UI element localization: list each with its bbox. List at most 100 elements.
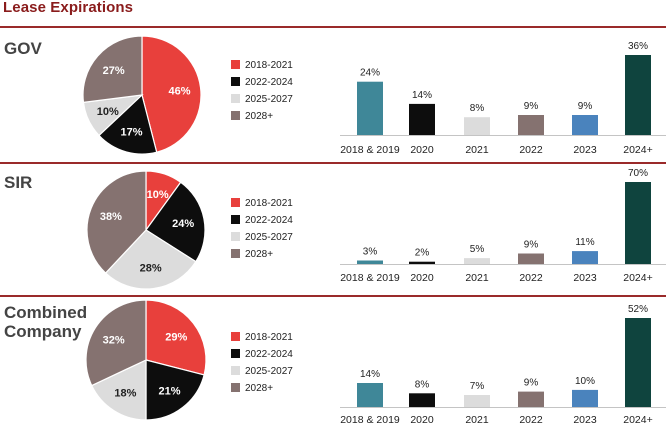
- sir-pie-slice-2: [104, 229, 197, 290]
- sir-category-label-4: 2023: [573, 272, 597, 284]
- combined-pie-slice-3: [85, 299, 147, 387]
- sir-bar-value-2: 5%: [470, 244, 485, 255]
- gov-legend-swatch-2: [231, 94, 240, 103]
- combined-legend-label-2: 2025-2027: [245, 366, 293, 377]
- gov-pie-slice-1: [98, 93, 158, 155]
- combined-category-label-0: 2018 & 2019: [340, 414, 400, 426]
- gov-bar-5: [625, 55, 651, 135]
- sir-bar-value-0: 3%: [363, 247, 378, 258]
- gov-bar-value-5: 36%: [628, 41, 648, 52]
- gov-legend-label-0: 2018-2021: [245, 60, 293, 71]
- section-divider: [0, 295, 666, 297]
- section-label-sir: SIR: [4, 173, 33, 192]
- combined-category-label-1: 2020: [410, 414, 434, 426]
- gov-category-label-4: 2023: [573, 144, 597, 156]
- sir-category-label-1: 2020: [410, 272, 434, 284]
- gov-category-label-0: 2018 & 2019: [340, 144, 400, 156]
- gov-pie-label-3: 27%: [103, 65, 125, 77]
- gov-bar-value-1: 14%: [412, 90, 432, 101]
- sir-category-label-0: 2018 & 2019: [340, 272, 400, 284]
- combined-category-label-2: 2021: [465, 414, 489, 426]
- section-divider: [0, 162, 666, 164]
- combined-bar-4: [572, 389, 598, 407]
- sir-pie-slice-1: [145, 181, 206, 263]
- sir-category-label-2: 2021: [465, 272, 489, 284]
- sir-legend-label-0: 2018-2021: [245, 198, 293, 209]
- gov-bar-value-0: 24%: [360, 68, 380, 79]
- sir-bar-2: [464, 258, 490, 264]
- sir-legend-label-2: 2025-2027: [245, 232, 293, 243]
- combined-legend-swatch-3: [231, 383, 240, 392]
- combined-pie-label-3: 32%: [103, 334, 125, 346]
- combined-bar-value-1: 8%: [415, 379, 430, 390]
- combined-bar-value-0: 14%: [360, 369, 380, 380]
- gov-chart-area: 46% 17%10% 27% 2018-2021 2022-2024 2025-2027 2…: [82, 35, 666, 156]
- sir-legend-swatch-3: [231, 249, 240, 258]
- gov-pie-label-1: 17%: [120, 126, 142, 138]
- combined-legend-swatch-0: [231, 332, 240, 341]
- combined-legend-label-0: 2018-2021: [245, 332, 293, 343]
- page-title: Lease Expirations: [3, 0, 134, 16]
- combined-legend-label-3: 2028+: [245, 383, 273, 394]
- gov-legend-swatch-1: [231, 77, 240, 86]
- sir-category-label-5: 2024+: [623, 272, 653, 284]
- combined-legend-swatch-1: [231, 349, 240, 358]
- combined-legend-label-1: 2022-2024: [245, 349, 293, 360]
- gov-pie-label-0: 46%: [168, 85, 190, 97]
- sir-legend-label-1: 2022-2024: [245, 215, 293, 226]
- gov-bar-0: [357, 81, 383, 135]
- combined-category-label-3: 2022: [519, 414, 543, 426]
- combined-bar-0: [357, 383, 383, 407]
- sir-bar-value-1: 2%: [415, 248, 430, 259]
- combined-pie-slice-2: [90, 359, 147, 421]
- sir-bar-5: [625, 182, 651, 264]
- combined-legend-swatch-2: [231, 366, 240, 375]
- gov-legend-swatch-3: [231, 111, 240, 120]
- combined-bar-2: [464, 395, 490, 407]
- gov-bar-4: [572, 115, 598, 135]
- combined-bar-value-3: 9%: [524, 378, 539, 389]
- sir-bar-0: [357, 260, 383, 264]
- sir-legend-swatch-2: [231, 232, 240, 241]
- gov-bar-value-4: 9%: [578, 101, 593, 112]
- sir-bar-4: [572, 251, 598, 264]
- combined-category-label-4: 2023: [573, 414, 597, 426]
- gov-bar-2: [464, 117, 490, 135]
- sir-pie-label-3: 38%: [100, 211, 122, 223]
- gov-legend-label-2: 2025-2027: [245, 94, 293, 105]
- combined-bar-value-2: 7%: [470, 381, 485, 392]
- combined-pie-label-2: 18%: [114, 387, 136, 399]
- sir-pie-label-0: 10%: [147, 189, 169, 201]
- sir-legend-swatch-1: [231, 215, 240, 224]
- gov-pie-label-2: 10%: [97, 106, 119, 118]
- combined-chart-area: 29% 21% 18% 32% 2018-2021 2022-2024 2025-2027 2…: [85, 299, 666, 426]
- sir-category-label-3: 2022: [519, 272, 543, 284]
- combined-pie-slice-1: [145, 359, 205, 421]
- gov-bar-value-3: 9%: [524, 101, 539, 112]
- gov-category-label-5: 2024+: [623, 144, 653, 156]
- sir-pie-label-2: 28%: [140, 263, 162, 275]
- combined-bar-value-4: 10%: [575, 376, 595, 387]
- gov-legend-swatch-0: [231, 60, 240, 69]
- sir-legend-label-3: 2028+: [245, 249, 273, 260]
- sir-bar-value-5: 70%: [628, 168, 648, 179]
- gov-bar-1: [409, 103, 435, 135]
- combined-bar-1: [409, 393, 435, 407]
- combined-category-label-5: 2024+: [623, 414, 653, 426]
- sir-legend-swatch-0: [231, 198, 240, 207]
- combined-bar-3: [518, 391, 544, 407]
- sir-chart-area: 10% 24% 28% 38% 2018-2021 2022-2024 2025-2027 2…: [86, 168, 666, 290]
- gov-legend-label-3: 2028+: [245, 111, 273, 122]
- gov-category-label-2: 2021: [465, 144, 489, 156]
- combined-pie-label-0: 29%: [165, 332, 187, 344]
- section-label-gov: GOV: [4, 39, 42, 58]
- combined-pie-slice-0: [145, 299, 207, 376]
- sir-pie-label-1: 24%: [172, 218, 194, 230]
- header-divider: [0, 26, 666, 28]
- gov-bar-3: [518, 115, 544, 135]
- gov-category-label-1: 2020: [410, 144, 434, 156]
- sir-bar-value-3: 9%: [524, 240, 539, 251]
- gov-pie-slice-3: [82, 35, 143, 104]
- combined-pie-label-1: 21%: [158, 385, 180, 397]
- section-label-combined: Combined Company: [4, 303, 88, 341]
